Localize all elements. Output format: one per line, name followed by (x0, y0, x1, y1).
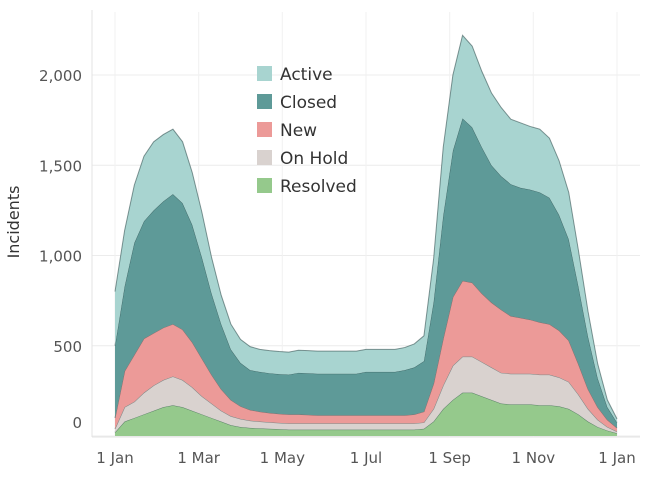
x-tick-label: 1 Jan (96, 449, 133, 467)
x-tick-label: 1 May (260, 449, 305, 467)
y-axis-title: Incidents (4, 186, 23, 259)
legend-swatch-on-hold (257, 150, 272, 165)
legend-label-resolved: Resolved (280, 177, 357, 197)
legend: Active Closed New On Hold Resolved (257, 65, 357, 197)
axes: 0 500 1,000 1,500 2,000 1 Jan 1 Mar 1 May 1 Jul 1… (39, 10, 640, 467)
stacked-areas (114, 34, 618, 436)
x-tick-label: 1 Nov (512, 449, 556, 467)
legend-swatch-new (257, 122, 272, 137)
area-edge-active (114, 34, 618, 420)
y-tick-label: 0 (72, 414, 82, 432)
legend-swatch-closed (257, 94, 272, 109)
x-tick-label: 1 Sep (428, 449, 471, 467)
legend-label-active: Active (280, 65, 333, 85)
legend-label-new: New (280, 121, 317, 141)
y-tick-label: 1,500 (39, 157, 82, 175)
x-tick-label: 1 Jan (598, 449, 635, 467)
area-on-hold (115, 356, 617, 434)
legend-label-closed: Closed (280, 93, 337, 113)
y-tick-label: 2,000 (39, 67, 82, 85)
y-tick-label: 1,000 (39, 248, 82, 266)
area-new (115, 280, 617, 432)
legend-swatch-active (257, 66, 272, 81)
x-tick-label: 1 Jul (350, 449, 382, 467)
area-active (115, 35, 617, 423)
area-resolved (115, 392, 617, 436)
x-tick-label: 1 Mar (177, 449, 220, 467)
legend-swatch-resolved (257, 178, 272, 193)
area-closed (115, 118, 617, 428)
y-tick-label: 500 (53, 338, 82, 356)
legend-label-on-hold: On Hold (280, 149, 348, 169)
